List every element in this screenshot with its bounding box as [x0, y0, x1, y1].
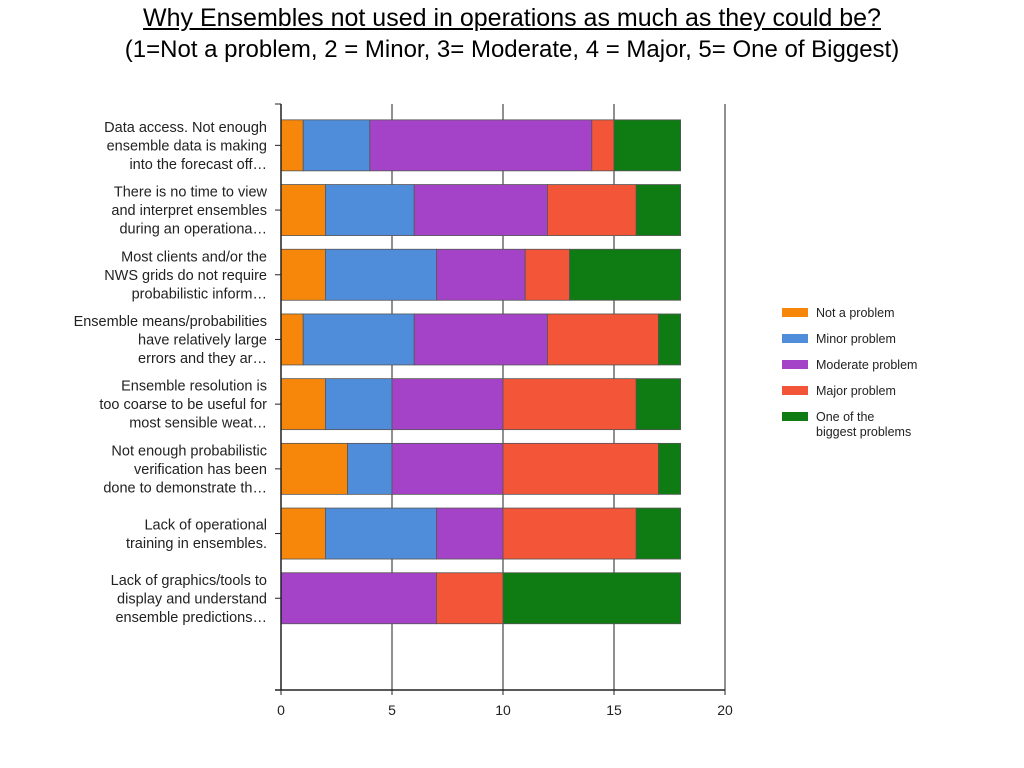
- bars: [280, 119, 682, 625]
- category-label-line: during an operationa…: [119, 222, 267, 238]
- category-label-line: Not enough probabilistic: [111, 443, 267, 459]
- tick-label-x-10: 10: [495, 702, 511, 718]
- bar-seg-4-2: [302, 313, 415, 366]
- bar-seg-2-2: [324, 184, 415, 236]
- chart-subtitle: (1=Not a problem, 2 = Minor, 3= Moderate…: [124, 36, 900, 63]
- bar-seg-6-3: [391, 442, 504, 495]
- category-label-1: Data access. Not enough ensemble data is …: [104, 120, 267, 173]
- category-label-line: too coarse to be useful for: [99, 397, 267, 413]
- bar-seg-8-4: [435, 572, 504, 625]
- category-label-line: Lack of operational: [144, 517, 267, 533]
- category-label-line: into the forecast off…: [129, 157, 267, 173]
- category-label-line: ensemble data is making: [107, 138, 267, 154]
- bar-seg-6-1: [280, 442, 348, 495]
- legend-label-line: Minor problem: [816, 332, 896, 346]
- chart-title: Why Ensembles not used in operations as …: [143, 4, 881, 32]
- category-label-line: display and understand: [117, 591, 267, 607]
- legend-swatch-5: [782, 412, 808, 421]
- legend-swatch-3: [782, 360, 808, 369]
- category-label-line: Lack of graphics/tools to: [111, 573, 267, 589]
- legend-swatch-1: [782, 308, 808, 317]
- bar-seg-5-5: [635, 378, 682, 431]
- bar-seg-2-1: [280, 184, 326, 236]
- category-label-line: most sensible weat…: [129, 416, 267, 432]
- category-labels: Data access. Not enough ensemble data is …: [74, 120, 268, 626]
- category-label-5: Ensemble resolution is too coarse to be u…: [99, 379, 267, 432]
- category-label-line: Ensemble means/probabilities: [74, 314, 267, 330]
- bar-seg-2-3: [413, 184, 548, 236]
- bar-seg-7-3: [435, 507, 504, 560]
- bar-seg-2-5: [635, 184, 682, 236]
- category-label-3: Most clients and/or the NWS grids do not …: [104, 249, 267, 302]
- bar-seg-7-1: [280, 507, 326, 560]
- bar-seg-5-1: [280, 378, 326, 431]
- legend-label-line: Moderate problem: [816, 358, 917, 372]
- bar-seg-8-5: [502, 572, 682, 625]
- bar-seg-1-4: [591, 119, 615, 172]
- category-label-line: probabilistic inform…: [132, 286, 267, 302]
- category-label-line: Most clients and/or the: [121, 249, 267, 265]
- category-label-line: have relatively large: [138, 332, 267, 348]
- category-label-line: There is no time to view: [114, 185, 268, 201]
- legend-label-line: Major problem: [816, 384, 896, 398]
- bar-seg-3-2: [324, 248, 437, 301]
- legend-label-5: One of the biggest problems: [816, 410, 911, 439]
- bar-seg-7-5: [635, 507, 682, 560]
- legend-label-3: Moderate problem: [816, 358, 917, 372]
- bar-seg-6-4: [502, 442, 659, 495]
- title-block: Why Ensembles not used in operations as …: [0, 2, 1024, 66]
- legend-swatch-2: [782, 334, 808, 343]
- legend-label-line: Not a problem: [816, 306, 895, 320]
- tick-label-x-5: 5: [388, 702, 396, 718]
- bar-seg-7-2: [324, 507, 437, 560]
- bar-seg-3-5: [569, 248, 681, 301]
- bar-seg-4-5: [658, 313, 682, 366]
- bar-seg-3-3: [435, 248, 526, 301]
- bar-seg-2-4: [547, 184, 637, 236]
- legend-swatch-4: [782, 386, 808, 395]
- bar-seg-5-3: [391, 378, 504, 431]
- bar-seg-4-1: [280, 313, 304, 366]
- category-label-line: ensemble predictions…: [115, 610, 267, 626]
- tick-label-x-0: 0: [277, 702, 285, 718]
- legend-label-line: biggest problems: [816, 425, 911, 439]
- legend-label-2: Minor problem: [816, 332, 896, 346]
- bar-seg-3-1: [280, 248, 326, 301]
- category-label-line: done to demonstrate th…: [103, 480, 267, 496]
- category-label-6: Not enough probabilistic verification has…: [103, 443, 267, 496]
- category-label-line: Ensemble resolution is: [121, 379, 267, 395]
- legend-label-1: Not a problem: [816, 306, 895, 320]
- legend: Not a problem Minor problem Moderate probl…: [782, 306, 917, 439]
- bar-seg-6-2: [347, 442, 393, 495]
- legend-label-line: One of the: [816, 410, 874, 424]
- bar-seg-4-4: [547, 313, 659, 366]
- category-label-line: verification has been: [134, 462, 267, 478]
- tick-label-x-20: 20: [717, 702, 733, 718]
- bar-seg-1-3: [369, 119, 593, 172]
- bar-seg-1-5: [613, 119, 681, 172]
- bar-seg-4-3: [413, 313, 548, 366]
- category-label-8: Lack of graphics/tools to display and und…: [111, 573, 267, 626]
- bar-seg-3-4: [524, 248, 571, 301]
- legend-label-4: Major problem: [816, 384, 896, 398]
- bar-seg-1-2: [302, 119, 371, 172]
- bar-seg-5-4: [502, 378, 637, 431]
- bar-seg-5-2: [324, 378, 393, 431]
- tick-label-x-15: 15: [606, 702, 622, 718]
- category-label-line: and interpret ensembles: [111, 203, 267, 219]
- category-label-line: Data access. Not enough: [104, 120, 267, 136]
- bar-seg-7-4: [502, 507, 637, 560]
- bar-seg-1-1: [280, 119, 304, 172]
- category-label-line: errors and they ar…: [138, 351, 267, 367]
- category-label-line: NWS grids do not require: [104, 268, 267, 284]
- category-label-2: There is no time to view and interpret en…: [111, 185, 267, 238]
- category-label-line: training in ensembles.: [126, 536, 267, 552]
- bar-seg-8-3: [280, 572, 437, 625]
- axes: 0 5 10 15 20: [275, 103, 733, 718]
- category-label-7: Lack of operational training in ensembles…: [126, 517, 267, 552]
- category-label-4: Ensemble means/probabilities have relativ…: [74, 314, 267, 367]
- bar-seg-6-5: [658, 442, 682, 495]
